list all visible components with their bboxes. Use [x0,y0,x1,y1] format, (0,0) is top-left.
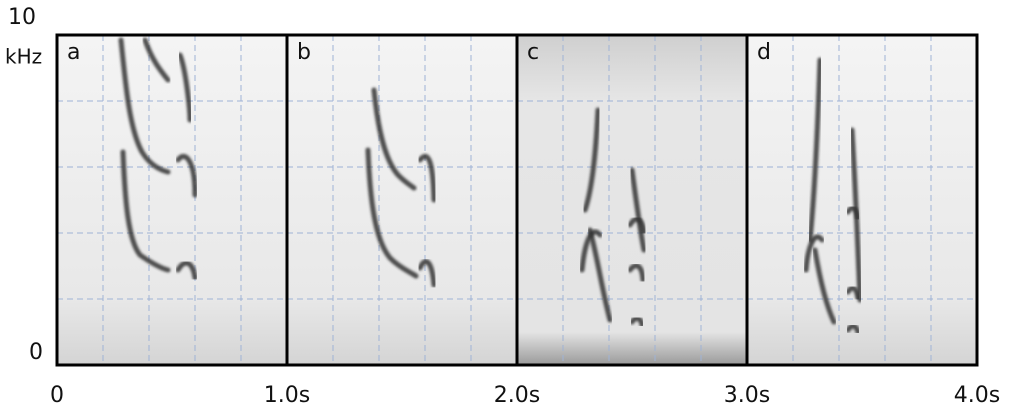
trace [587,227,613,323]
panel-label: a [67,40,80,65]
trace [627,263,646,283]
trace [417,153,437,203]
x-tick-label: 2.0s [494,383,540,408]
y-axis-label: kHz [5,45,42,69]
trace [845,285,861,301]
traces [118,37,863,335]
trace [118,37,171,175]
x-tick-label: 4.0s [954,383,1000,408]
trace [175,260,198,281]
trace [120,149,171,273]
trace [417,259,437,288]
trace [845,323,861,335]
trace [812,247,837,325]
trace [845,205,861,221]
panel-label: c [527,40,539,65]
trace [365,147,419,279]
y-tick-label: 10 [8,5,36,30]
x-tick-label: 3.0s [724,383,770,408]
trace [807,57,823,243]
panel-background [747,35,977,365]
trace [175,153,198,198]
trace [629,167,647,253]
trace [371,87,417,191]
trace [627,216,647,235]
borders [55,33,979,367]
panel-label: d [757,40,771,65]
x-tick-label: 0 [50,383,64,408]
panel-background [57,35,287,365]
panel-label: b [297,40,311,65]
panel-background [517,35,747,365]
trace [177,52,193,123]
panel-border [745,33,979,367]
panel-background [287,35,517,365]
x-tick-label: 1.0s [264,383,310,408]
trace [142,37,171,83]
y-tick-label: 0 [29,340,43,365]
trace [582,107,601,213]
panels [57,35,977,365]
trace [629,315,645,328]
trace [579,229,603,273]
trace [803,234,825,273]
